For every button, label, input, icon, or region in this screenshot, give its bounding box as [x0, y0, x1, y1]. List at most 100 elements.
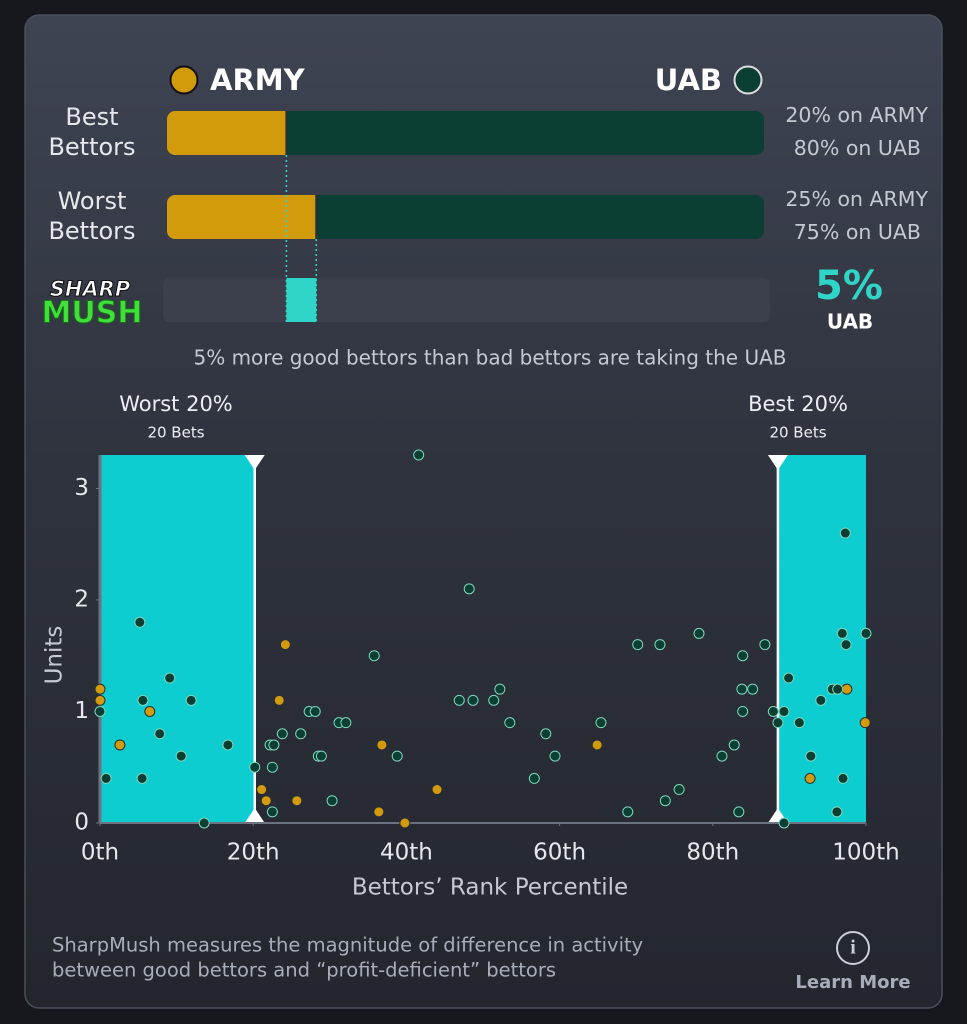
point — [399, 817, 411, 829]
point — [778, 817, 790, 829]
point — [733, 806, 745, 818]
point — [805, 750, 817, 762]
point — [164, 672, 176, 684]
x-tick-label: 80th — [686, 840, 739, 866]
row-share: 80% on UAB — [794, 136, 921, 160]
point — [309, 705, 321, 717]
legend-dot — [169, 65, 199, 95]
point — [767, 705, 779, 717]
learn-more-button[interactable]: i Learn More — [795, 931, 911, 993]
point — [654, 639, 666, 651]
point — [832, 683, 844, 695]
row-label: Worst — [58, 187, 127, 215]
point — [504, 717, 516, 729]
band — [100, 455, 255, 823]
point — [137, 694, 149, 706]
row-share: 75% on UAB — [794, 220, 921, 244]
point — [778, 705, 790, 717]
point — [144, 705, 156, 717]
x-tick-label: 60th — [533, 840, 586, 866]
point — [154, 728, 166, 740]
y-tick-label: 2 — [74, 586, 89, 612]
y-tick-label: 1 — [74, 698, 89, 724]
point — [175, 750, 187, 762]
point — [716, 750, 728, 762]
point — [488, 694, 500, 706]
point — [815, 694, 827, 706]
point — [340, 717, 352, 729]
point — [198, 817, 210, 829]
point — [373, 806, 385, 818]
point — [256, 784, 268, 796]
point — [840, 639, 852, 651]
point — [831, 806, 843, 818]
learn-more-link[interactable]: Learn More — [795, 972, 910, 993]
point — [549, 750, 561, 762]
point — [266, 761, 278, 773]
sharp-segment — [286, 278, 317, 322]
sharp-value: 5% — [815, 263, 883, 309]
point — [494, 683, 506, 695]
row-label: Best — [65, 103, 118, 131]
x-tick-label: 0th — [81, 840, 119, 866]
band-label: Best 20% — [748, 392, 848, 416]
point — [266, 806, 278, 818]
bar-segment — [167, 111, 287, 155]
point — [528, 772, 540, 784]
row-share: 20% on ARMY — [785, 103, 928, 127]
point — [268, 739, 280, 751]
row-label: Bettors — [48, 133, 135, 161]
point — [673, 784, 685, 796]
point — [737, 705, 749, 717]
point — [591, 739, 603, 751]
point — [747, 683, 759, 695]
row-label: Bettors — [48, 217, 135, 245]
sharp-team: UAB — [827, 310, 873, 334]
point — [836, 627, 848, 639]
info-icon[interactable] — [836, 931, 870, 965]
x-tick-label: 40th — [380, 840, 433, 866]
bar-segment — [167, 195, 317, 239]
sharp-track — [163, 278, 770, 322]
point — [804, 772, 816, 784]
point — [595, 717, 607, 729]
legend-label: UAB — [655, 63, 722, 97]
point — [391, 750, 403, 762]
info-icon-glyph[interactable]: i — [850, 937, 856, 959]
edge-marker — [244, 455, 265, 470]
point — [736, 683, 748, 695]
point — [737, 650, 749, 662]
point — [260, 795, 272, 807]
point — [693, 627, 705, 639]
point — [276, 728, 288, 740]
band-sublabel: 20 Bets — [147, 424, 204, 442]
point — [463, 583, 475, 595]
logo-bottom: MUSH — [42, 296, 143, 331]
logo-top: SHARP — [50, 277, 131, 301]
point — [837, 772, 849, 784]
y-tick-label: 0 — [74, 810, 89, 836]
point — [841, 683, 853, 695]
point — [467, 694, 479, 706]
bar-segment — [286, 111, 764, 155]
band — [777, 455, 866, 823]
footer-text: SharpMush measures the magnitude of diff… — [52, 934, 643, 957]
footer: SharpMush measures the magnitude of diff… — [52, 931, 911, 993]
point — [368, 650, 380, 662]
point — [134, 616, 146, 628]
point — [94, 694, 106, 706]
point — [136, 772, 148, 784]
bar-segment — [316, 195, 764, 239]
point — [728, 739, 740, 751]
point — [94, 683, 106, 695]
point — [315, 750, 327, 762]
band-sublabel: 20 Bets — [769, 424, 826, 442]
x-tick-label: 20th — [227, 840, 280, 866]
caption: 5% more good bettors than bad bettors ar… — [193, 346, 786, 370]
x-axis-title: Bettors’ Rank Percentile — [352, 875, 628, 901]
footer-text: between good bettors and “profit-deficie… — [52, 959, 556, 982]
y-axis-title: Units — [42, 626, 68, 685]
point — [222, 739, 234, 751]
point — [793, 717, 805, 729]
